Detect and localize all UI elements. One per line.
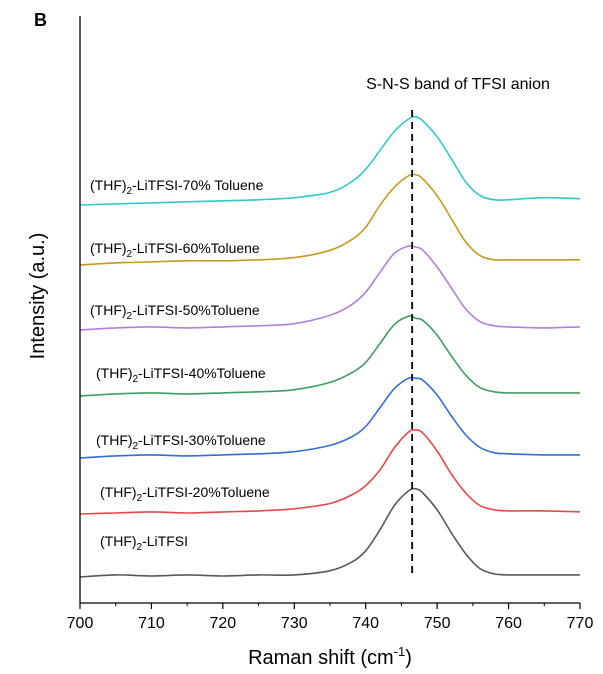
panel-label: B xyxy=(34,10,47,30)
series-label-5: (THF)2-LiTFSI-50%Toluene xyxy=(90,302,260,322)
series-line-2 xyxy=(79,428,581,515)
y-axis-title: Intensity (a.u.) xyxy=(27,233,49,360)
series-line-5 xyxy=(79,244,581,331)
series-line-7 xyxy=(79,115,581,206)
series-line-1 xyxy=(79,487,580,578)
x-tick-label: 770 xyxy=(567,615,594,632)
x-tick-label: 700 xyxy=(67,615,94,632)
plot-area: (THF)2-LiTFSI (THF)2-LiTFSI-20%Toluene (TH… xyxy=(79,110,581,578)
series-label-7: (THF)2-LiTFSI-70% Toluene xyxy=(90,177,264,197)
x-tick-label: 720 xyxy=(210,615,237,632)
series-label-1: (THF)2-LiTFSI xyxy=(100,533,188,553)
x-ticks: 700 710 720 730 740 750 760 770 xyxy=(67,603,594,632)
series-line-3 xyxy=(79,376,581,459)
series-label-2: (THF)2-LiTFSI-20%Toluene xyxy=(100,484,270,504)
series-line-4 xyxy=(79,315,580,397)
series-label-6: (THF)2-LiTFSI-60%Toluene xyxy=(90,240,260,260)
x-tick-label: 730 xyxy=(281,615,308,632)
x-tick-label: 710 xyxy=(138,615,165,632)
annotation-sns-band: S-N-S band of TFSI anion xyxy=(366,76,550,93)
x-tick-label: 740 xyxy=(352,615,379,632)
series-label-3: (THF)2-LiTFSI-30%Toluene xyxy=(96,432,266,452)
series-line-6 xyxy=(79,173,580,266)
x-tick-label: 750 xyxy=(424,615,451,632)
x-tick-label: 760 xyxy=(495,615,522,632)
x-axis-title: Raman shift (cm-1) xyxy=(248,644,412,669)
series-label-4: (THF)2-LiTFSI-40%Toluene xyxy=(96,365,266,385)
